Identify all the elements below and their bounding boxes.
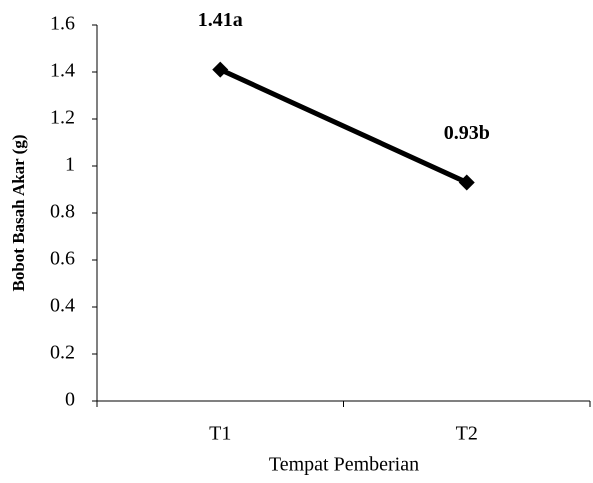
x-tick-label: T2 [456,423,478,445]
y-tick-label: 1.2 [50,107,75,129]
series-line [219,67,468,185]
data-label: 0.93b [444,122,490,144]
x-tick-label: T1 [209,423,231,445]
x-axis-title: Tempat Pemberian [269,454,419,476]
y-tick-label: 1.6 [50,13,75,35]
point-marker [212,61,229,78]
data-label: 1.41a [198,9,243,31]
y-tick-label: 1.4 [50,60,75,82]
y-axis-title: Bobot Basah Akar (g) [9,135,28,292]
y-tick-label: 1 [65,154,75,176]
y-tick-label: 0.8 [50,201,75,223]
y-tick-label: 0.2 [50,342,75,364]
point-marker [458,174,475,191]
y-tick-label: 0.4 [50,295,75,317]
y-tick-label: 0.6 [50,248,75,270]
y-tick-label: 0 [65,389,75,411]
